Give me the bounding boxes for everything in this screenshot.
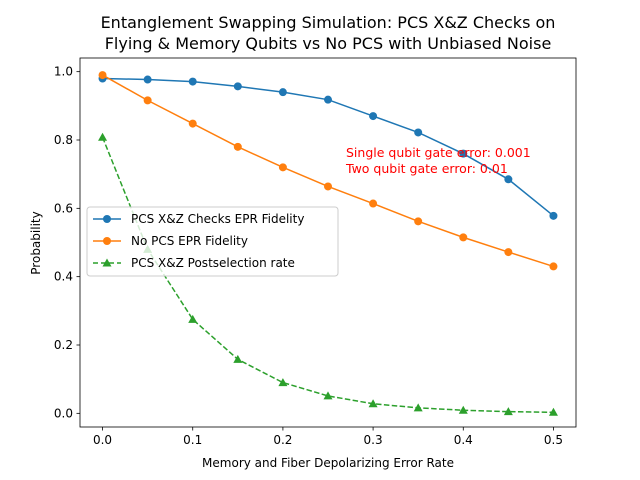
x-tick-label: 0.1 [183, 433, 202, 447]
data-point-pcs-fidelity [504, 175, 513, 184]
data-point-no-pcs-fidelity [504, 248, 513, 257]
legend-label-no-pcs-fidelity: No PCS EPR Fidelity [131, 234, 248, 248]
legend-entry-postselection: PCS X&Z Postselection rate [93, 256, 295, 270]
data-point-postselection [233, 354, 243, 363]
y-tick-label: 0.8 [54, 133, 73, 147]
y-tick-label: 0.2 [54, 338, 73, 352]
legend-label-postselection: PCS X&Z Postselection rate [131, 256, 295, 270]
legend: PCS X&Z Checks EPR Fidelity No PCS EPR F… [86, 206, 339, 277]
data-point-postselection [458, 405, 468, 414]
data-point-no-pcs-fidelity [414, 217, 423, 226]
legend-entry-no-pcs-fidelity: No PCS EPR Fidelity [93, 234, 248, 248]
chart-title-line-1: Entanglement Swapping Simulation: PCS X&… [101, 13, 556, 32]
x-axis-label: Memory and Fiber Depolarizing Error Rate [202, 456, 454, 470]
data-point-no-pcs-fidelity [98, 71, 107, 80]
y-tick-label: 1.0 [54, 65, 73, 79]
data-point-no-pcs-fidelity [324, 182, 332, 191]
data-point-pcs-fidelity [459, 149, 468, 158]
y-axis-label: Probability [29, 211, 43, 274]
x-tick-label: 0.4 [454, 433, 473, 447]
data-point-no-pcs-fidelity [549, 262, 558, 271]
data-point-postselection [278, 378, 288, 387]
data-point-pcs-fidelity [143, 75, 152, 84]
data-point-pcs-fidelity [369, 112, 378, 121]
data-point-pcs-fidelity [278, 88, 287, 97]
x-tick-label: 0.5 [544, 433, 563, 447]
data-point-no-pcs-fidelity [188, 119, 197, 128]
data-point-postselection [188, 314, 198, 323]
data-point-no-pcs-fidelity [278, 163, 287, 172]
legend-marker-no-pcs-fidelity [103, 237, 111, 245]
data-point-pcs-fidelity [324, 95, 332, 104]
x-axis-ticks: 0.0 0.1 0.2 0.3 0.4 0.5 [93, 427, 563, 447]
data-point-pcs-fidelity [549, 211, 558, 220]
annotation-two-qubit-error: Two qubit gate error: 0.01 [345, 161, 508, 176]
x-tick-label: 0.0 [93, 433, 112, 447]
y-tick-label: 0.0 [54, 406, 73, 420]
data-point-pcs-fidelity [233, 82, 242, 91]
legend-entry-pcs-fidelity: PCS X&Z Checks EPR Fidelity [93, 212, 304, 226]
data-point-no-pcs-fidelity [143, 96, 152, 105]
x-tick-label: 0.3 [364, 433, 383, 447]
data-point-pcs-fidelity [414, 128, 423, 137]
data-point-postselection [323, 391, 333, 400]
data-point-postselection [98, 132, 108, 141]
x-tick-label: 0.2 [273, 433, 292, 447]
y-tick-label: 0.4 [54, 270, 73, 284]
legend-box [86, 206, 339, 277]
plot-area [98, 71, 558, 416]
data-point-postselection [548, 407, 558, 416]
data-point-postselection [413, 403, 423, 412]
data-point-no-pcs-fidelity [369, 199, 378, 208]
legend-marker-pcs-fidelity [103, 215, 111, 223]
legend-marker-postselection [102, 258, 112, 267]
series-postselection [98, 132, 558, 416]
series-pcs-fidelity [98, 74, 558, 220]
axes-frame [79, 57, 577, 428]
data-point-no-pcs-fidelity [459, 233, 468, 242]
chart-title-line-2: Flying & Memory Qubits vs No PCS with Un… [105, 34, 552, 53]
data-point-postselection [368, 399, 378, 408]
y-axis-ticks: 0.0 0.2 0.4 0.6 0.8 1.0 [54, 65, 80, 420]
data-point-no-pcs-fidelity [233, 142, 242, 151]
series-line-postselection [101, 136, 554, 414]
y-tick-label: 0.6 [54, 201, 73, 215]
data-point-postselection [503, 407, 513, 416]
data-point-pcs-fidelity [188, 77, 197, 86]
legend-label-pcs-fidelity: PCS X&Z Checks EPR Fidelity [131, 212, 304, 226]
annotation-single-qubit-error: Single qubit gate error: 0.001 [346, 145, 531, 160]
series-no-pcs-fidelity [98, 71, 558, 271]
